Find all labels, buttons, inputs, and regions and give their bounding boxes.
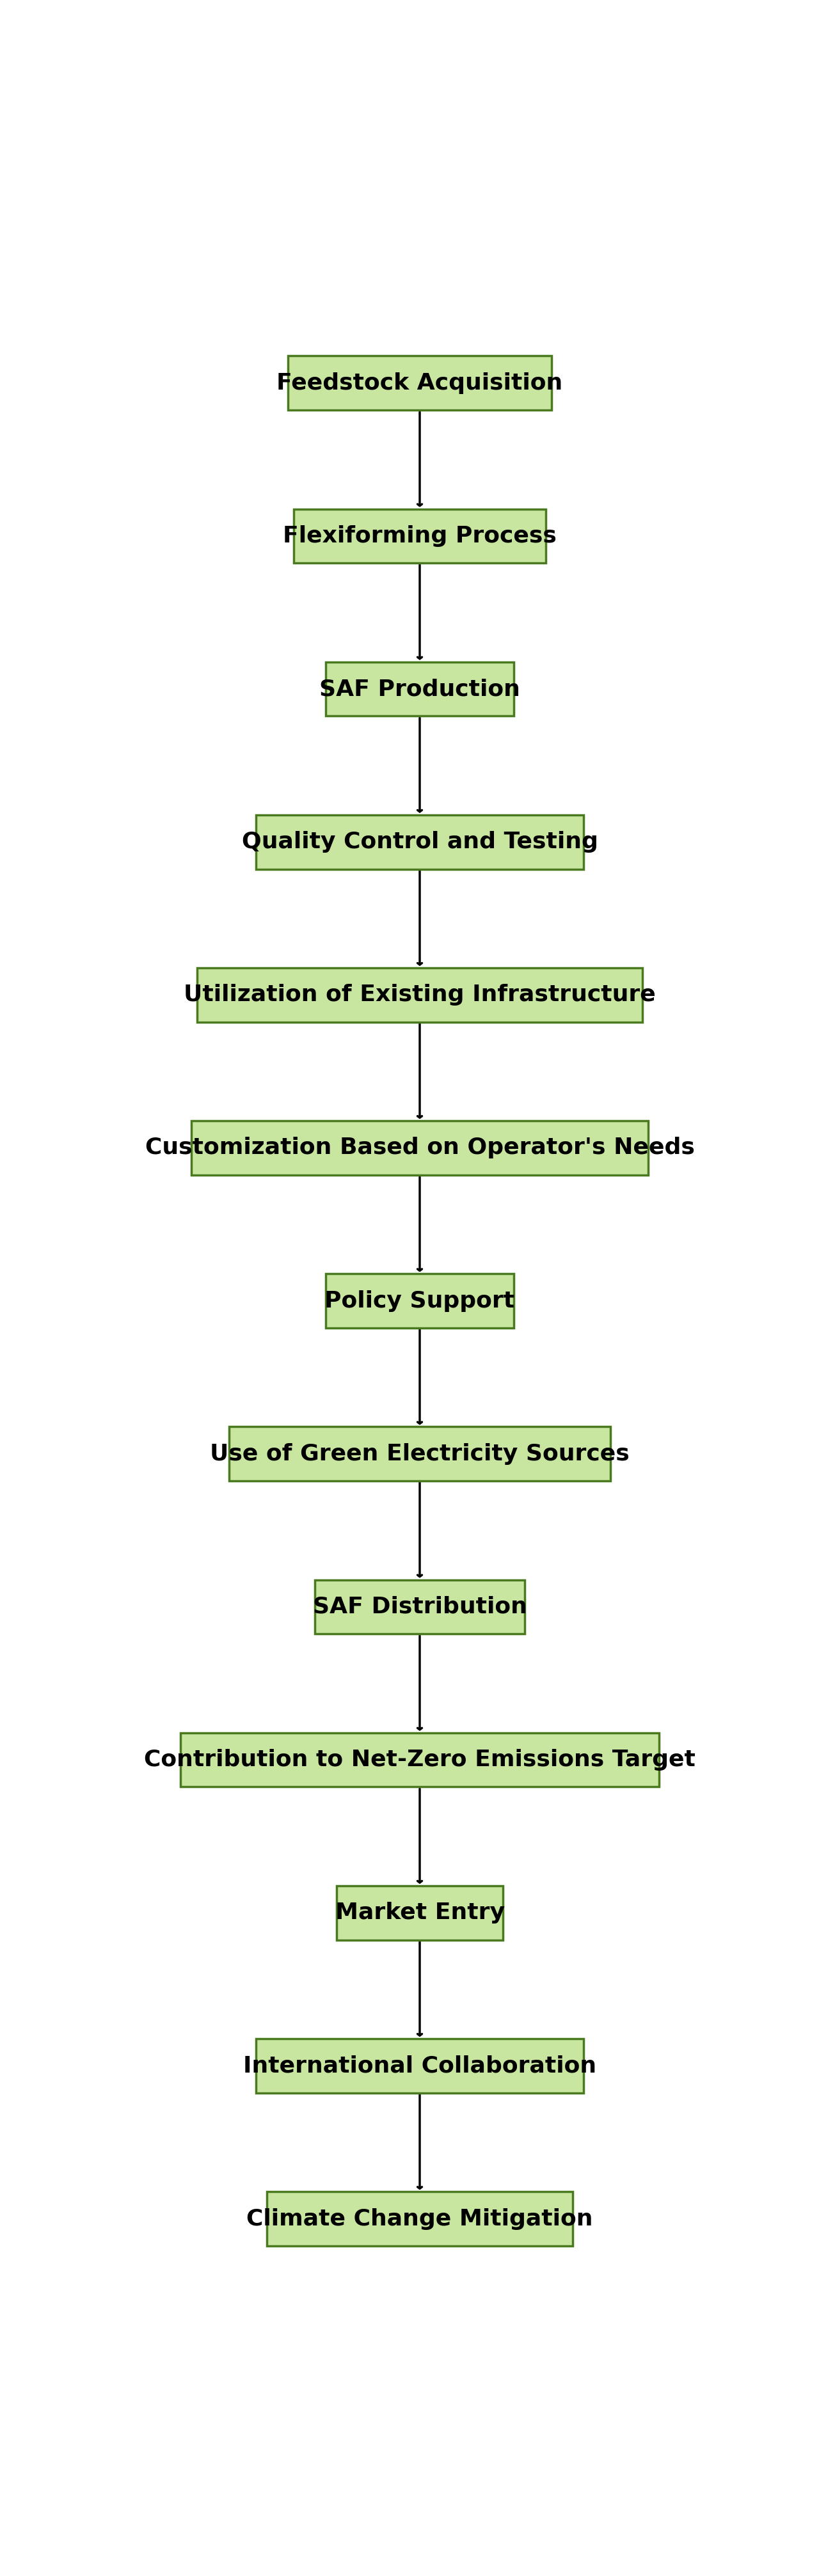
FancyBboxPatch shape xyxy=(181,1734,658,1788)
Text: International Collaboration: International Collaboration xyxy=(243,2056,596,2076)
Text: Utilization of Existing Infrastructure: Utilization of Existing Infrastructure xyxy=(183,984,656,1005)
Text: Feedstock Acquisition: Feedstock Acquisition xyxy=(277,371,563,394)
FancyBboxPatch shape xyxy=(315,1579,524,1633)
FancyBboxPatch shape xyxy=(293,510,546,564)
FancyBboxPatch shape xyxy=(197,969,643,1023)
Text: Flexiforming Process: Flexiforming Process xyxy=(283,526,557,546)
FancyBboxPatch shape xyxy=(337,1886,503,1940)
FancyBboxPatch shape xyxy=(288,355,551,410)
FancyBboxPatch shape xyxy=(256,814,584,868)
FancyBboxPatch shape xyxy=(326,662,514,716)
FancyBboxPatch shape xyxy=(267,2192,572,2246)
Text: Climate Change Mitigation: Climate Change Mitigation xyxy=(247,2208,593,2231)
FancyBboxPatch shape xyxy=(229,1427,610,1481)
Text: Customization Based on Operator's Needs: Customization Based on Operator's Needs xyxy=(145,1136,695,1159)
Text: Use of Green Electricity Sources: Use of Green Electricity Sources xyxy=(210,1443,630,1466)
Text: Contribution to Net-Zero Emissions Target: Contribution to Net-Zero Emissions Targe… xyxy=(144,1749,695,1770)
Text: SAF Distribution: SAF Distribution xyxy=(313,1597,527,1618)
Text: Market Entry: Market Entry xyxy=(335,1901,505,1924)
FancyBboxPatch shape xyxy=(192,1121,648,1175)
FancyBboxPatch shape xyxy=(326,1273,514,1329)
FancyBboxPatch shape xyxy=(256,2038,584,2092)
Text: Policy Support: Policy Support xyxy=(324,1291,515,1311)
Text: Quality Control and Testing: Quality Control and Testing xyxy=(242,832,598,853)
Text: SAF Production: SAF Production xyxy=(319,677,520,701)
